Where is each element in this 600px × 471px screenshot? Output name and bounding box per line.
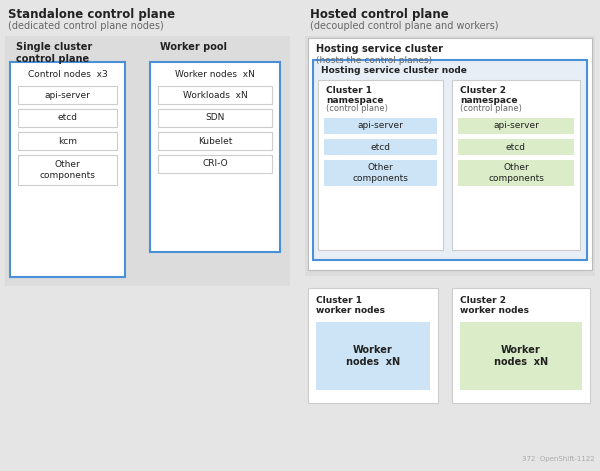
Text: (hosts the control planes): (hosts the control planes) xyxy=(316,56,432,65)
Bar xyxy=(308,288,438,403)
Bar xyxy=(452,288,590,403)
Text: Worker
nodes  xN: Worker nodes xN xyxy=(494,345,548,367)
Text: Single cluster
control plane: Single cluster control plane xyxy=(16,42,92,64)
Text: (dedicated control plane nodes): (dedicated control plane nodes) xyxy=(8,21,164,31)
Bar xyxy=(308,38,592,270)
Bar xyxy=(458,139,574,155)
Bar xyxy=(324,139,437,155)
Bar xyxy=(10,62,125,277)
Text: CRI-O: CRI-O xyxy=(202,160,228,169)
Text: Standalone control plane: Standalone control plane xyxy=(8,8,175,21)
Text: Hosted control plane: Hosted control plane xyxy=(310,8,449,21)
Text: Workloads  xN: Workloads xN xyxy=(182,90,247,99)
Bar xyxy=(460,322,582,390)
Bar xyxy=(452,80,580,250)
Text: api-server: api-server xyxy=(358,122,403,130)
Text: (decoupled control plane and workers): (decoupled control plane and workers) xyxy=(310,21,499,31)
Text: Worker nodes  xN: Worker nodes xN xyxy=(175,70,255,79)
Text: etcd: etcd xyxy=(506,143,526,152)
Text: Cluster 1
worker nodes: Cluster 1 worker nodes xyxy=(316,296,385,316)
Bar xyxy=(316,322,430,390)
Text: (control plane): (control plane) xyxy=(326,104,388,113)
Text: etcd: etcd xyxy=(371,143,391,152)
Text: Worker
nodes  xN: Worker nodes xN xyxy=(346,345,400,367)
Text: api-server: api-server xyxy=(44,90,91,99)
Text: (control plane): (control plane) xyxy=(460,104,522,113)
Text: Kubelet: Kubelet xyxy=(198,137,232,146)
Bar xyxy=(18,109,117,127)
Text: Hosting service cluster: Hosting service cluster xyxy=(316,44,443,54)
Bar xyxy=(158,155,272,173)
Text: Cluster 2
worker nodes: Cluster 2 worker nodes xyxy=(460,296,529,316)
Bar xyxy=(18,132,117,150)
Text: Cluster 1
namespace: Cluster 1 namespace xyxy=(326,86,383,106)
Text: SDN: SDN xyxy=(205,114,224,122)
Text: kcm: kcm xyxy=(58,137,77,146)
Bar xyxy=(458,160,574,186)
Text: Control nodes  x3: Control nodes x3 xyxy=(28,70,107,79)
Bar xyxy=(18,155,117,185)
Bar xyxy=(318,80,443,250)
Bar xyxy=(5,36,290,286)
Bar xyxy=(305,36,595,276)
Bar xyxy=(158,86,272,104)
Text: Other
components: Other components xyxy=(40,160,95,180)
Bar xyxy=(158,109,272,127)
Text: Worker pool: Worker pool xyxy=(160,42,227,52)
Text: Other
components: Other components xyxy=(488,163,544,183)
Bar xyxy=(313,60,587,260)
Bar xyxy=(458,118,574,134)
Text: Hosting service cluster node: Hosting service cluster node xyxy=(321,66,467,75)
Text: etcd: etcd xyxy=(58,114,77,122)
Text: Other
components: Other components xyxy=(353,163,409,183)
Bar xyxy=(324,160,437,186)
Text: 372  OpenShift-1122: 372 OpenShift-1122 xyxy=(523,456,595,462)
Bar xyxy=(150,62,280,252)
Text: api-server: api-server xyxy=(493,122,539,130)
Bar xyxy=(18,86,117,104)
Bar xyxy=(324,118,437,134)
Text: Cluster 2
namespace: Cluster 2 namespace xyxy=(460,86,517,106)
Bar xyxy=(158,132,272,150)
